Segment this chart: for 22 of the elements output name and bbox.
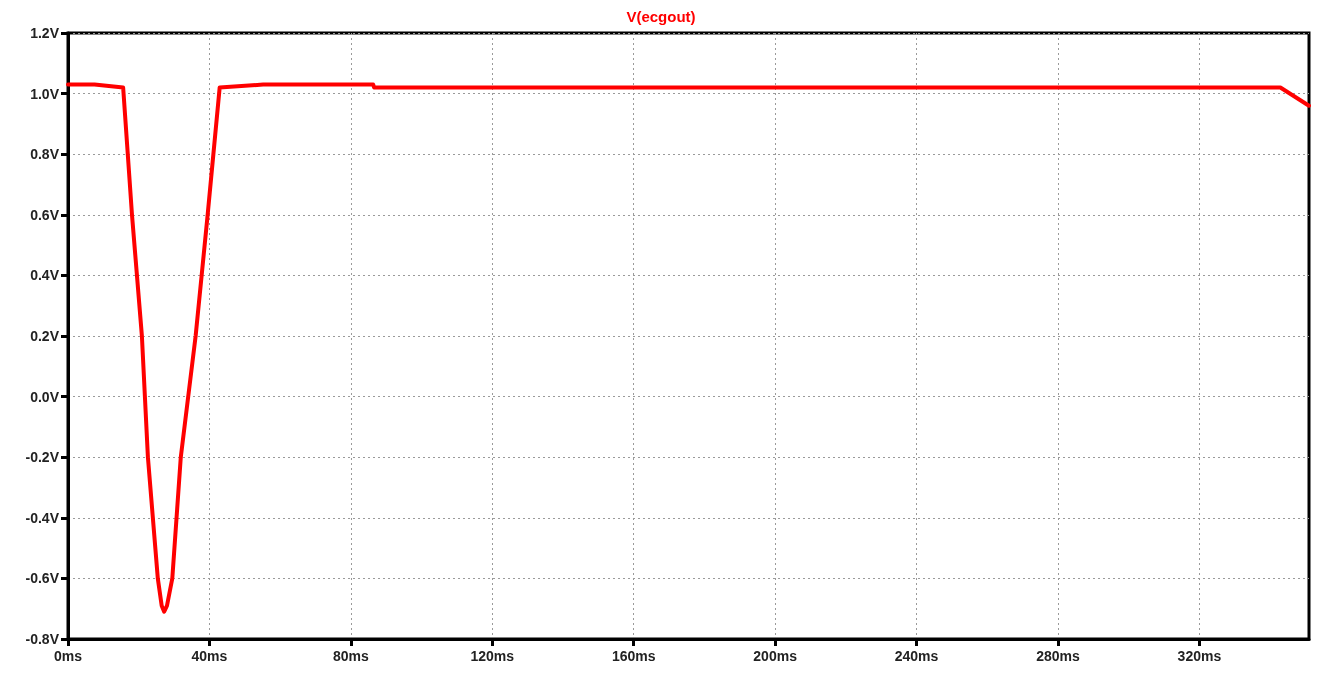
y-tick-label: 1.2V [30, 25, 60, 41]
x-tick-label: 240ms [894, 648, 939, 664]
y-tick-label: -0.4V [25, 509, 60, 526]
x-tick-label: 320ms [1177, 648, 1222, 664]
x-tick-label: 200ms [753, 648, 798, 664]
y-tick-label: 0.2V [30, 328, 60, 344]
y-tick-label: 0.8V [30, 146, 60, 163]
x-tick-label: 280ms [1036, 648, 1080, 664]
y-tick-label: -0.6V [25, 570, 60, 587]
y-tick-label: 0.0V [30, 388, 60, 405]
y-tick-label: -0.8V [25, 631, 60, 647]
y-tick-label: 1.0V [30, 85, 60, 102]
line-series [66, 82, 1311, 614]
y-tick-label: -0.2V [25, 449, 60, 466]
x-tick-label: 0ms [53, 648, 83, 664]
x-tick-label: 160ms [611, 648, 656, 664]
y-tick-label: 0.6V [30, 206, 60, 223]
y-tick-label: 0.4V [30, 267, 60, 284]
text: V(ecgout) [626, 8, 696, 25]
x-tick-label: 40ms [191, 648, 228, 664]
x-tick-label: 120ms [470, 648, 515, 664]
x-tick-label: 80ms [332, 648, 369, 664]
